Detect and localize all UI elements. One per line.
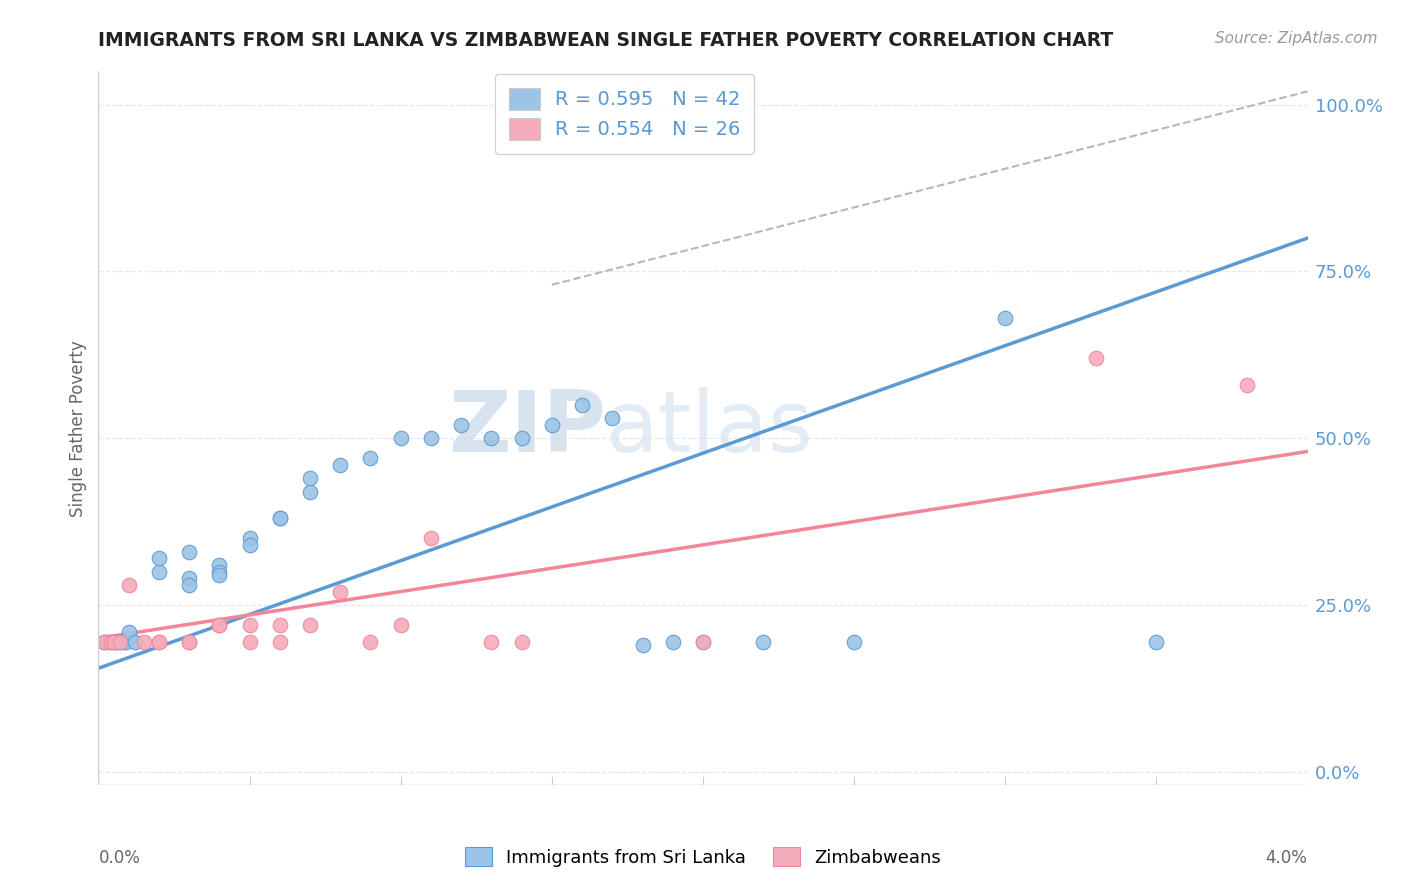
Point (631, 638, 654, 652)
Point (114, 634, 136, 648)
Text: IMMIGRANTS FROM SRI LANKA VS ZIMBABWEAN SINGLE FATHER POVERTY CORRELATION CHART: IMMIGRANTS FROM SRI LANKA VS ZIMBABWEAN … (98, 31, 1114, 50)
Point (179, 571, 201, 585)
Point (179, 634, 201, 648)
Point (208, 618, 231, 632)
Point (239, 538, 262, 552)
Point (329, 584, 352, 599)
Point (148, 565, 170, 579)
Point (100, 634, 122, 648)
Point (118, 624, 141, 639)
Point (111, 634, 134, 648)
Point (299, 618, 322, 632)
Legend: Immigrants from Sri Lanka, Zimbabweans: Immigrants from Sri Lanka, Zimbabweans (457, 840, 949, 874)
Text: atlas: atlas (606, 386, 814, 470)
Text: 0.0%: 0.0% (98, 849, 141, 867)
Point (389, 618, 412, 632)
Point (239, 618, 262, 632)
Point (1236, 377, 1258, 392)
Point (100, 634, 122, 648)
Point (179, 544, 201, 558)
Point (662, 634, 685, 648)
Point (752, 634, 775, 648)
Point (269, 634, 291, 648)
Point (420, 431, 443, 445)
Point (118, 578, 141, 592)
Point (269, 511, 291, 525)
Point (103, 634, 125, 648)
Point (208, 558, 231, 572)
Point (96, 634, 118, 648)
Point (239, 634, 262, 648)
Text: 4.0%: 4.0% (1265, 849, 1308, 867)
Point (481, 431, 503, 445)
Point (360, 634, 382, 648)
Point (93, 634, 115, 648)
Point (510, 431, 533, 445)
Point (602, 411, 624, 425)
Point (208, 567, 231, 582)
Point (389, 431, 412, 445)
Point (269, 618, 291, 632)
Point (118, 632, 141, 646)
Point (1146, 634, 1168, 648)
Point (179, 634, 201, 648)
Point (692, 634, 714, 648)
Point (269, 511, 291, 525)
Point (994, 311, 1017, 326)
Point (124, 634, 146, 648)
Point (329, 458, 352, 472)
Point (541, 417, 564, 432)
Point (450, 417, 472, 432)
Legend: R = 0.595   N = 42, R = 0.554   N = 26: R = 0.595 N = 42, R = 0.554 N = 26 (495, 74, 755, 153)
Point (239, 531, 262, 545)
Point (510, 634, 533, 648)
Point (692, 634, 714, 648)
Point (105, 634, 128, 648)
Point (360, 451, 382, 466)
Point (132, 634, 155, 648)
Text: ZIP: ZIP (449, 386, 606, 470)
Point (179, 578, 201, 592)
Point (844, 634, 866, 648)
Point (108, 634, 131, 648)
Y-axis label: Single Father Poverty: Single Father Poverty (69, 340, 87, 516)
Point (93, 634, 115, 648)
Point (420, 531, 443, 545)
Point (208, 565, 231, 579)
Point (108, 634, 131, 648)
Point (148, 634, 170, 648)
Point (1085, 351, 1108, 365)
Point (103, 634, 125, 648)
Point (148, 634, 170, 648)
Point (299, 471, 322, 485)
Point (481, 634, 503, 648)
Point (208, 618, 231, 632)
Text: Source: ZipAtlas.com: Source: ZipAtlas.com (1215, 31, 1378, 46)
Point (571, 398, 593, 412)
Point (299, 484, 322, 499)
Point (148, 551, 170, 566)
